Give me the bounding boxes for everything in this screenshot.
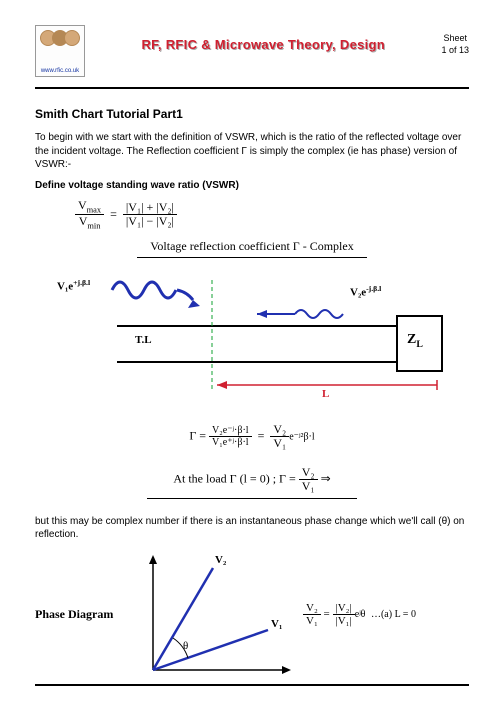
zl-base: Z xyxy=(407,332,416,347)
phase-eq-suffix: eʲθ xyxy=(355,609,366,620)
phase-v2: V₂ xyxy=(215,554,226,566)
l-label: L xyxy=(322,388,329,400)
at-load-arrow: ⇒ xyxy=(321,472,331,486)
gamma-suffix: e⁻ʲ²β·l xyxy=(289,431,314,442)
phase-diagram-label: Phase Diagram xyxy=(35,607,123,622)
v2-base: V₂e xyxy=(350,286,366,298)
phase-theta: θ xyxy=(183,640,188,652)
v1-label: V₁e+j.β.l xyxy=(57,278,90,293)
logo-url: www.rfic.co.uk xyxy=(41,68,79,74)
logo-graphic xyxy=(42,30,78,46)
tl-label: T.L xyxy=(135,334,152,346)
gamma-f1-num: V₂e⁻ʲ·β·l xyxy=(209,425,252,437)
v2-exp: -j.β.l xyxy=(366,284,381,293)
zl-label: ZL xyxy=(407,332,423,350)
vswr-rhs-num: |V₁| + |V₂| xyxy=(123,201,177,215)
banner-title: RF, RFIC & Microwave Theory, Design xyxy=(141,37,385,52)
vswr-rhs: |V₁| + |V₂| |V₁| − |V₂| xyxy=(123,201,177,228)
sheet-label: Sheet xyxy=(441,33,469,45)
vswr-rhs-den: |V₁| − |V₂| xyxy=(123,215,177,228)
footer-separator xyxy=(35,684,469,686)
gamma-f1-den: V₁e⁺ʲ·β·l xyxy=(209,437,252,448)
reflection-caption: Voltage reflection coefficient Γ - Compl… xyxy=(137,239,367,258)
transmission-line-diagram: V₁e+j.β.l V₂e-j.β.l T.L ZL L xyxy=(57,270,447,415)
gamma-prefix: Γ = xyxy=(189,428,206,442)
at-load-den: V₁ xyxy=(299,480,318,493)
phase-eq-lden: V₁ xyxy=(303,615,321,627)
phase-eq-eq: = xyxy=(324,608,330,620)
vswr-heading: Define voltage standing wave ratio (VSWR… xyxy=(35,180,469,191)
phase-eq-rden: |V₁| xyxy=(333,615,355,627)
phase-diagram-block: Phase Diagram V₂ V₁ θ V₂ V₁ xyxy=(35,550,469,680)
vswr-vmax: V xyxy=(78,198,87,212)
zl-sub: L xyxy=(416,339,423,350)
gamma-f2-num: V₂ xyxy=(270,423,289,437)
intro-paragraph: To begin with we start with the definiti… xyxy=(35,131,469,172)
phase-eq-rnum: |V₂| xyxy=(333,602,355,615)
phase-eq-trail: …(a) L = 0 xyxy=(371,609,416,620)
sheet-value: 1 of 13 xyxy=(441,45,469,57)
vswr-lhs: Vmax Vmin xyxy=(75,199,104,231)
phase-equation: V₂ V₁ = |V₂| |V₁| eʲθ …(a) L = 0 xyxy=(303,602,469,627)
phase-v1: V₁ xyxy=(271,618,282,630)
page-title: Smith Chart Tutorial Part1 xyxy=(35,107,469,121)
v2-label: V₂e-j.β.l xyxy=(350,284,381,299)
phase-diagram: V₂ V₁ θ xyxy=(133,550,293,680)
tl-svg xyxy=(57,270,447,415)
phase-eq-lnum: V₂ xyxy=(303,602,321,615)
complex-paragraph: but this may be complex number if there … xyxy=(35,515,469,542)
gamma-f2-den: V₁ xyxy=(270,437,289,450)
header-separator xyxy=(35,87,469,89)
at-load-formula: At the load Γ (l = 0) ; Γ = V₂ V₁ ⇒ xyxy=(147,466,357,498)
banner: RF, RFIC & Microwave Theory, Design xyxy=(85,25,441,52)
v1-exp: +j.β.l xyxy=(73,278,90,287)
page-header: www.rfic.co.uk RF, RFIC & Microwave Theo… xyxy=(35,25,469,85)
at-load-text: At the load Γ (l = 0) ; Γ = xyxy=(173,472,295,486)
site-logo: www.rfic.co.uk xyxy=(35,25,85,77)
vswr-formula: Vmax Vmin = |V₁| + |V₂| |V₁| − |V₂| xyxy=(75,199,469,231)
vswr-vmin-sub: min xyxy=(87,222,100,231)
at-load-num: V₂ xyxy=(299,466,318,480)
v1-base: V₁e xyxy=(57,280,73,292)
gamma-formula: Γ = V₂e⁻ʲ·β·l V₁e⁺ʲ·β·l = V₂ V₁ e⁻ʲ²β·l xyxy=(35,423,469,450)
vswr-vmax-sub: max xyxy=(87,205,101,214)
gamma-mid: = xyxy=(258,428,265,442)
sheet-indicator: Sheet 1 of 13 xyxy=(441,25,469,56)
document-page: www.rfic.co.uk RF, RFIC & Microwave Theo… xyxy=(0,0,504,713)
equals-sign: = xyxy=(110,207,117,222)
